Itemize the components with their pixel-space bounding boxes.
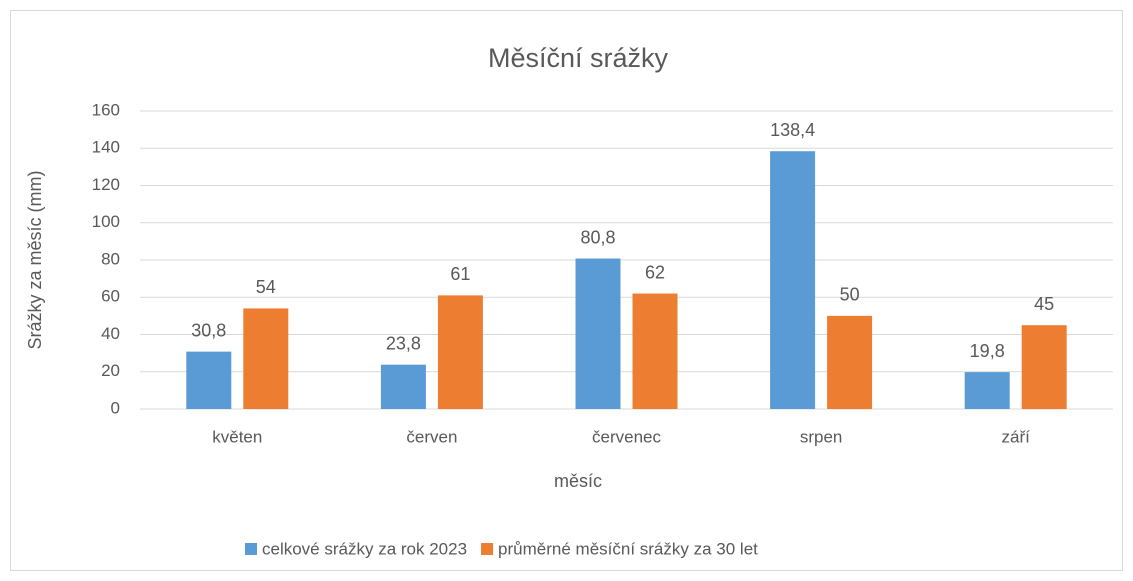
value-label: 50 [840, 285, 860, 305]
value-label: 45 [1034, 294, 1054, 314]
bar [243, 308, 289, 409]
y-tick-label: 160 [92, 100, 120, 119]
y-tick-label: 0 [111, 398, 120, 417]
bar [380, 364, 426, 409]
bar [437, 295, 483, 409]
value-label: 138,4 [770, 120, 815, 140]
y-tick-label: 140 [92, 138, 120, 157]
bar [964, 372, 1010, 409]
value-label: 54 [256, 277, 276, 297]
bar [827, 315, 873, 409]
value-label: 80,8 [580, 227, 615, 247]
x-tick-label: červenec [592, 427, 661, 446]
bar [770, 151, 816, 410]
value-label: 30,8 [191, 320, 226, 340]
y-tick-label: 80 [101, 249, 120, 268]
bar [632, 293, 678, 409]
bar [1021, 325, 1067, 409]
y-tick-label: 100 [92, 212, 120, 231]
y-tick-label: 120 [92, 175, 120, 194]
y-tick-label: 20 [101, 361, 120, 380]
legend-swatch [481, 543, 494, 555]
x-axis-label: měsíc [554, 471, 602, 491]
chart-border [10, 10, 1123, 571]
legend-label: celkové srážky za rok 2023 [262, 539, 467, 558]
x-tick-label: červen [406, 427, 457, 446]
y-axis-label: Srážky za měsíc (mm) [25, 170, 45, 349]
x-tick-label: září [1002, 427, 1031, 446]
bar [575, 258, 621, 409]
chart-title: Měsíční srážky [488, 43, 669, 73]
x-tick-label: srpen [800, 427, 843, 446]
x-tick-label: květen [212, 427, 262, 446]
bar [186, 351, 232, 409]
value-label: 23,8 [386, 333, 421, 353]
y-tick-label: 40 [101, 324, 120, 343]
legend-swatch [245, 543, 257, 555]
value-label: 62 [645, 262, 665, 282]
value-label: 19,8 [970, 341, 1005, 361]
value-label: 61 [450, 264, 470, 284]
y-tick-label: 60 [101, 287, 120, 306]
legend-label: průměrné měsíční srážky za 30 let [498, 539, 758, 558]
